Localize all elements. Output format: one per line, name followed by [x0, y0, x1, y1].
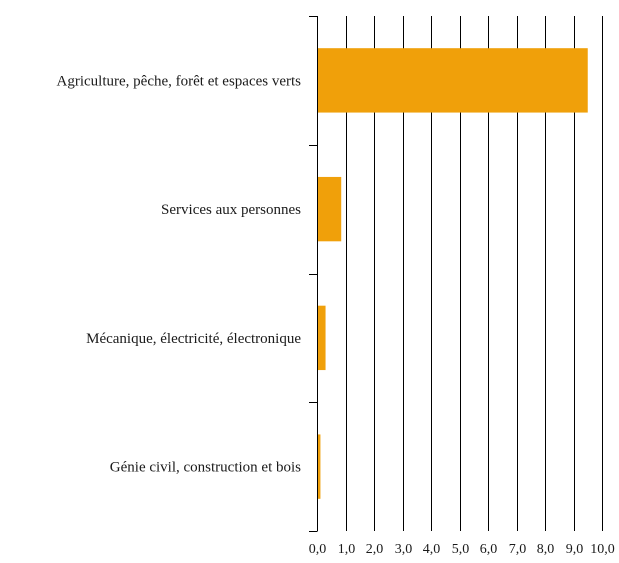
x-tick-label: 1,0: [338, 542, 356, 557]
x-tick-label: 6,0: [480, 542, 498, 557]
bar-4: [318, 434, 321, 499]
x-tick-label: 4,0: [423, 542, 441, 557]
labels: 0,0 1,0 2,0 3,0 4,0 5,0 6,0 7,0 8,0 9,0 10,0 Agricu…: [57, 73, 615, 557]
x-tick-label: 2,0: [366, 542, 384, 557]
bars: [318, 48, 588, 499]
x-tick-label: 8,0: [537, 542, 555, 557]
x-tick-label: 10,0: [590, 542, 615, 557]
bar-3: [318, 305, 326, 371]
category-label: Agriculture, pêche, forêt et espaces ver…: [57, 73, 302, 89]
x-tick-label: 3,0: [395, 542, 413, 557]
bar-2: [318, 176, 342, 242]
x-tick-label: 5,0: [452, 542, 470, 557]
bar-1: [318, 48, 588, 113]
x-tick-label: 0,0: [309, 542, 327, 557]
category-label: Services aux personnes: [161, 202, 301, 218]
category-label: Mécanique, électricité, électronique: [86, 331, 301, 347]
x-tick-label: 9,0: [566, 542, 584, 557]
axes: [309, 16, 318, 532]
category-label: Génie civil, construction et bois: [110, 460, 301, 476]
x-tick-label: 7,0: [509, 542, 527, 557]
